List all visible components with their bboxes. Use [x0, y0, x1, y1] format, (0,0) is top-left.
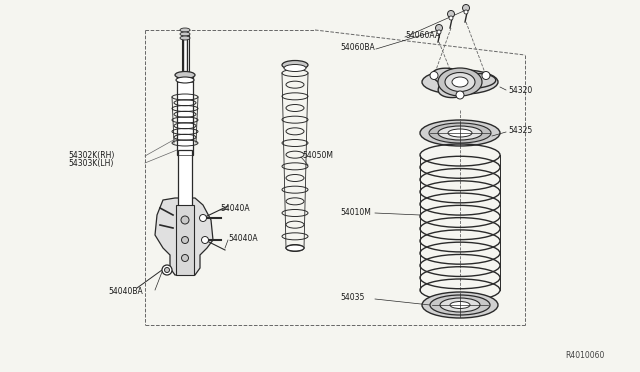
Ellipse shape — [440, 298, 480, 312]
Circle shape — [463, 4, 470, 12]
Circle shape — [182, 254, 189, 262]
Ellipse shape — [180, 32, 190, 36]
Text: 54010M: 54010M — [340, 208, 371, 217]
Circle shape — [202, 237, 209, 244]
Polygon shape — [176, 205, 194, 275]
Circle shape — [449, 16, 453, 20]
Circle shape — [430, 71, 438, 80]
Ellipse shape — [180, 36, 190, 40]
Ellipse shape — [282, 61, 308, 70]
Circle shape — [464, 10, 468, 14]
Bar — [178, 150, 192, 210]
Text: 54325: 54325 — [508, 125, 532, 135]
Text: 54320: 54320 — [508, 86, 532, 94]
Ellipse shape — [176, 77, 194, 83]
Bar — [177, 75, 193, 155]
Ellipse shape — [420, 120, 500, 146]
Ellipse shape — [175, 71, 195, 78]
Circle shape — [200, 215, 207, 221]
Ellipse shape — [448, 129, 472, 137]
Circle shape — [447, 10, 454, 17]
Ellipse shape — [430, 295, 490, 315]
Ellipse shape — [445, 73, 475, 92]
Ellipse shape — [438, 126, 482, 140]
Circle shape — [437, 30, 441, 34]
Text: 54302K(RH): 54302K(RH) — [68, 151, 115, 160]
Ellipse shape — [422, 292, 498, 318]
Text: 54060AA: 54060AA — [405, 31, 440, 39]
Text: 54035: 54035 — [340, 294, 364, 302]
Ellipse shape — [422, 70, 498, 94]
Circle shape — [162, 265, 172, 275]
Ellipse shape — [429, 123, 491, 143]
Circle shape — [435, 25, 442, 32]
Circle shape — [164, 267, 170, 273]
Ellipse shape — [180, 28, 190, 32]
Circle shape — [482, 71, 490, 80]
Bar — [182, 35, 189, 75]
Text: R4010060: R4010060 — [565, 350, 604, 359]
Text: 54040A: 54040A — [220, 203, 250, 212]
Text: 54050M: 54050M — [302, 151, 333, 160]
Polygon shape — [432, 68, 496, 97]
Ellipse shape — [438, 68, 482, 96]
Text: 54040BA: 54040BA — [108, 288, 143, 296]
Text: 54303K(LH): 54303K(LH) — [68, 158, 113, 167]
Circle shape — [456, 91, 464, 99]
Circle shape — [182, 237, 189, 244]
Text: 54060BA: 54060BA — [340, 42, 375, 51]
Circle shape — [181, 216, 189, 224]
Ellipse shape — [284, 64, 306, 71]
Ellipse shape — [450, 301, 470, 308]
Ellipse shape — [286, 245, 304, 251]
Text: 54040A: 54040A — [228, 234, 258, 243]
Polygon shape — [155, 198, 213, 275]
Ellipse shape — [452, 77, 468, 87]
